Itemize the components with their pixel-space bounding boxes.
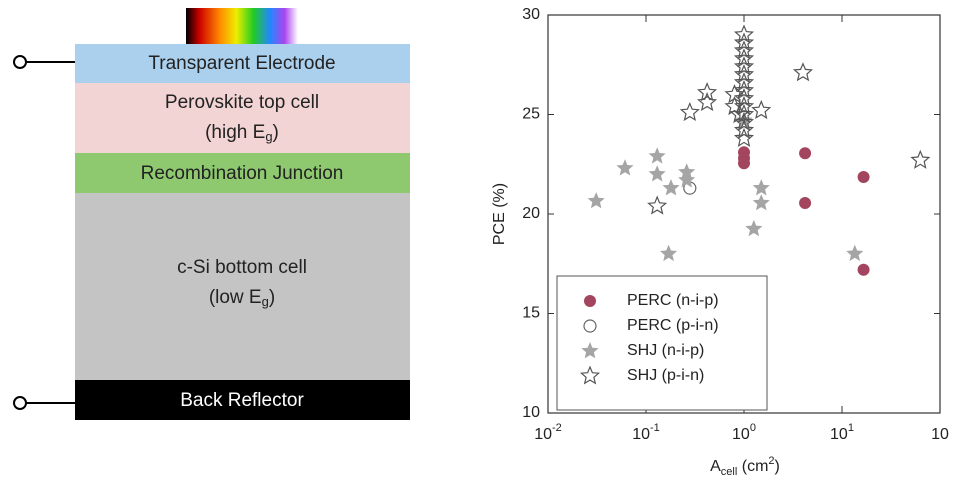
tick-exponent: 1: [848, 422, 854, 434]
label-part: (low E: [209, 287, 262, 308]
circle-marker: [799, 147, 811, 159]
spectrum: [186, 8, 298, 44]
label-sub: g: [265, 129, 272, 144]
star-marker: [588, 192, 605, 208]
layer-label: Perovskite top cell: [165, 92, 319, 113]
label-part: ): [775, 458, 780, 475]
layer-label: Recombination Junction: [141, 163, 344, 184]
star-marker: [735, 129, 752, 145]
tick-exponent: -1: [650, 422, 660, 434]
tick-exponent: 0: [750, 422, 756, 434]
x-tick-label: 10-1: [632, 422, 660, 443]
tick-base: 10: [534, 426, 552, 443]
terminal: [14, 397, 26, 409]
tick-base: 10: [632, 426, 650, 443]
figure: Transparent Electrode Perovskite top cel…: [0, 0, 953, 483]
label-part: ): [273, 122, 279, 143]
layer-label: c-Si bottom cell: [177, 257, 307, 278]
circle-marker: [858, 264, 870, 276]
terminal: [14, 56, 26, 68]
circle-marker: [858, 171, 870, 183]
star-marker: [663, 179, 680, 195]
y-tick-label: 15: [522, 305, 540, 322]
star-marker: [846, 245, 863, 261]
star-marker: [699, 84, 716, 100]
star-marker: [681, 104, 698, 120]
layer-label: Transparent Electrode: [148, 53, 335, 74]
y-tick-label: 25: [522, 106, 540, 123]
x-tick-label: 10: [931, 426, 949, 443]
y-tick-label: 20: [522, 205, 540, 222]
star-marker: [649, 147, 666, 163]
label-part: (cm: [737, 458, 768, 475]
tick-base: 10: [830, 426, 848, 443]
x-tick-label: 101: [830, 422, 854, 443]
star-marker: [794, 64, 811, 80]
star-marker: [912, 151, 929, 167]
star-marker: [649, 197, 666, 213]
y-tick-label: 10: [522, 404, 540, 421]
tick-exponent: -2: [552, 422, 562, 434]
circle-marker: [799, 197, 811, 209]
circle-marker: [738, 157, 750, 169]
star-marker: [616, 159, 633, 175]
tick-base: 10: [931, 426, 949, 443]
label-part: A: [710, 458, 721, 475]
x-axis-label: Acell (cm2): [710, 455, 780, 478]
tick-base: 10: [732, 426, 750, 443]
star-marker: [745, 220, 762, 236]
star-marker: [753, 102, 770, 118]
label-sub: cell: [721, 466, 738, 478]
label-part: (high E: [205, 122, 265, 143]
label-part: ): [269, 287, 275, 308]
y-axis-label: PCE (%): [491, 183, 508, 245]
star-marker: [678, 171, 695, 187]
stack-diagram: Transparent Electrode Perovskite top cel…: [14, 8, 410, 420]
legend-label: SHJ (n-i-p): [627, 342, 704, 359]
legend-label: PERC (p-i-n): [627, 317, 719, 334]
legend-label: SHJ (p-i-n): [627, 367, 704, 384]
circle-marker: [584, 295, 596, 307]
x-tick-label: 10-2: [534, 422, 562, 443]
layer-label: Back Reflector: [180, 390, 304, 411]
star-marker: [753, 179, 770, 195]
star-marker: [753, 194, 770, 210]
star-marker: [660, 245, 677, 261]
label-sub: g: [262, 294, 269, 309]
x-tick-label: 100: [732, 422, 756, 443]
legend-label: PERC (n-i-p): [627, 292, 719, 309]
star-marker: [649, 165, 666, 181]
y-tick-label: 30: [522, 6, 540, 23]
